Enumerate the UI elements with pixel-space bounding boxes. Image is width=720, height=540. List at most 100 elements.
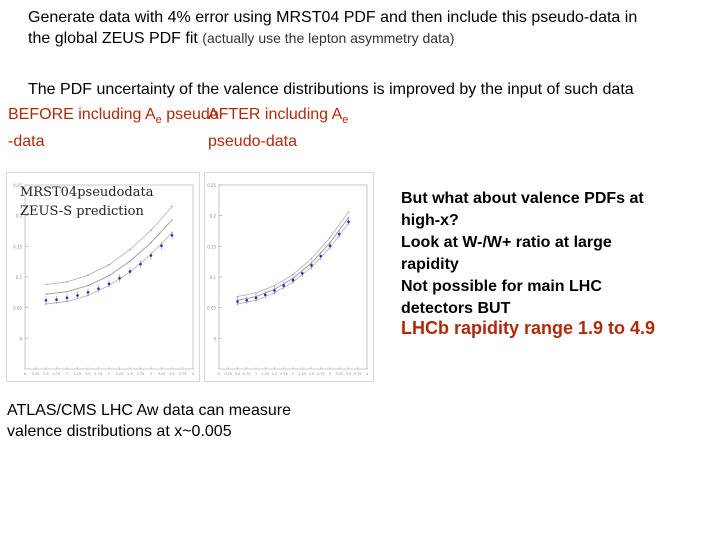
band-point xyxy=(45,293,47,295)
after-heading-text: AFTER including A xyxy=(208,106,343,123)
data-point xyxy=(55,298,58,301)
x-tick-label: 1.75 xyxy=(95,372,103,376)
band-point xyxy=(347,211,350,213)
x-tick-label: 2.5 xyxy=(309,372,315,376)
right-line-3: Look at W-/W+ ratio at large xyxy=(401,234,612,251)
legend-mrst04: MRST04pseudodata xyxy=(20,185,154,200)
data-point xyxy=(291,278,295,282)
band-point xyxy=(66,281,68,283)
x-tick-label: 3 xyxy=(150,372,152,376)
data-point xyxy=(328,244,332,248)
uncertainty-statement: The PDF uncertainty of the valence distr… xyxy=(28,81,634,98)
y-tick-label: 0.2 xyxy=(210,214,217,219)
data-point xyxy=(273,289,276,292)
band-point xyxy=(66,290,68,293)
x-tick-label: 0.25 xyxy=(32,372,40,376)
band-point xyxy=(129,260,131,262)
intro-line-2: the global ZEUS PDF fit xyxy=(28,30,198,47)
after-heading-line-2: pseudo-data xyxy=(208,133,297,151)
band-point xyxy=(329,236,331,239)
x-tick-label: 0.75 xyxy=(53,372,61,376)
right-line-2: high-x? xyxy=(401,212,459,229)
data-point xyxy=(319,254,323,258)
y-tick-label: 0 xyxy=(213,336,216,341)
x-tick-label: 1.25 xyxy=(74,372,82,376)
x-tick-label: 0.75 xyxy=(243,372,251,376)
before-heading-tail: pseudo xyxy=(161,106,219,123)
y-tick-label: 0.25 xyxy=(13,183,22,188)
data-point xyxy=(160,244,163,248)
x-tick-label: 2.75 xyxy=(137,372,145,376)
x-tick-label: 0.5 xyxy=(43,372,49,376)
before-heading: BEFORE including Ae pseudo -data xyxy=(8,104,219,152)
data-point xyxy=(86,291,90,294)
plot-legend: MRST04pseudodata ZEUS-S prediction xyxy=(20,183,153,221)
atlas-line-1: ATLAS/CMS LHC Aw data can measure xyxy=(7,402,291,419)
y-tick-label: 0.05 xyxy=(207,306,216,311)
x-tick-label: 1.5 xyxy=(85,372,91,376)
x-tick-label: 2 xyxy=(108,372,110,376)
after-plot-panel: 0.25 0.2 0.15 0.1 0.05 0 0 0.25 0.5 0.75 1 1.25 1.5 1… xyxy=(204,172,374,382)
x-tick-label: 0.5 xyxy=(235,372,241,376)
band-point xyxy=(236,295,239,298)
before-heading-text: BEFORE including A xyxy=(8,106,156,123)
x-tick-label: 3.25 xyxy=(158,372,166,376)
y-tick-label: 0.2 xyxy=(16,214,23,219)
right-line-1: But what about valence PDFs at xyxy=(401,190,644,207)
x-tick-label: 3.5 xyxy=(169,372,175,376)
y-tick-label: 0.1 xyxy=(16,275,23,280)
y-tick-label: 0.15 xyxy=(207,244,216,249)
data-point xyxy=(139,262,142,266)
y-tick-label: 0.1 xyxy=(210,275,217,280)
data-point xyxy=(118,276,121,280)
band-point xyxy=(87,284,89,287)
data-point xyxy=(44,299,48,302)
x-tick-label: 1.5 xyxy=(272,372,278,376)
band-point xyxy=(108,263,110,266)
x-tick-label: 3.5 xyxy=(346,372,352,376)
band-point xyxy=(150,229,152,232)
band-point xyxy=(87,274,89,276)
before-heading-subscript: e xyxy=(155,114,162,127)
x-tick-label: 2.5 xyxy=(127,372,133,376)
band-point xyxy=(255,292,257,294)
valence-question-block: But what about valence PDFs at high-x? L… xyxy=(401,188,701,320)
band-point xyxy=(108,274,110,277)
x-tick-label: 2.25 xyxy=(298,372,306,376)
x-tick-label: 2.75 xyxy=(317,372,325,376)
band-point xyxy=(171,205,173,208)
data-point xyxy=(149,254,153,257)
x-tick-label: 1.25 xyxy=(261,372,269,376)
data-point xyxy=(263,293,267,297)
intro-paragraph: Generate data with 4% error using MRST04… xyxy=(28,8,637,49)
x-tick-label: 0 xyxy=(218,372,220,376)
after-heading: AFTER including Ae pseudo-data xyxy=(208,104,348,152)
intro-line-1: Generate data with 4% error using MRST04… xyxy=(28,9,638,26)
band-point xyxy=(310,257,313,260)
band-point xyxy=(150,241,152,244)
band-point xyxy=(347,216,350,219)
legend-zeus: ZEUS-S prediction xyxy=(20,204,144,219)
data-point xyxy=(347,220,350,224)
intro-line-2-note: (actually use the lepton asymmetry data) xyxy=(202,30,455,46)
data-point xyxy=(337,232,341,236)
band-point xyxy=(129,248,131,251)
band-curve xyxy=(237,217,349,301)
y-tick-label: 0.05 xyxy=(13,306,22,311)
right-line-6: detectors BUT xyxy=(401,300,511,317)
data-point xyxy=(97,287,100,290)
x-tick-label: 4 xyxy=(366,372,369,376)
band-point xyxy=(171,219,173,221)
x-tick-label: 2.25 xyxy=(116,372,124,376)
y-tick-label: 0.25 xyxy=(207,183,216,188)
band-point xyxy=(292,273,294,276)
data-point xyxy=(65,296,69,300)
data-point xyxy=(282,284,286,287)
x-tick-label: 2 xyxy=(292,372,294,376)
data-point xyxy=(254,296,258,300)
data-point xyxy=(300,272,304,275)
data-point xyxy=(310,264,313,267)
